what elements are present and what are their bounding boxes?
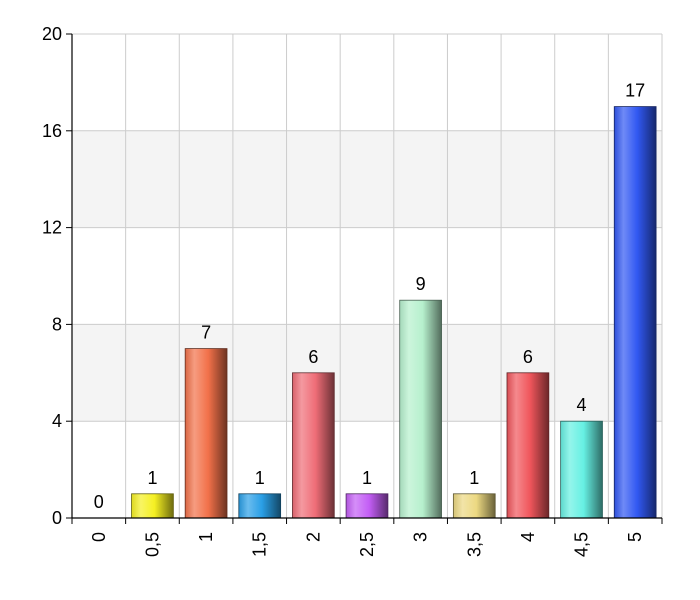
bar xyxy=(452,493,496,519)
bar xyxy=(613,106,657,519)
bar xyxy=(560,420,603,519)
data-label: 17 xyxy=(625,81,645,101)
bar xyxy=(506,372,550,519)
x-tick-label: 5 xyxy=(625,532,645,542)
data-label: 6 xyxy=(523,347,533,367)
grid-band xyxy=(72,324,662,422)
data-label: 9 xyxy=(416,274,426,294)
y-tick-label: 4 xyxy=(52,411,62,431)
y-tick-label: 16 xyxy=(42,121,62,141)
data-label: 4 xyxy=(577,395,587,415)
data-label: 1 xyxy=(255,468,265,488)
x-tick-label: 1 xyxy=(196,532,216,542)
bar xyxy=(238,493,282,519)
bar xyxy=(184,348,228,519)
data-label: 1 xyxy=(147,468,157,488)
axes xyxy=(66,33,663,524)
grid-bands xyxy=(72,34,662,518)
x-tick-label: 4,5 xyxy=(572,532,592,557)
x-tick-label: 4 xyxy=(518,532,538,542)
x-tick-labels: 0 0,5 1 1,5 2 2,5 3 3,5 4 4,5 5 xyxy=(89,532,645,557)
x-tick-label: 2 xyxy=(303,532,323,542)
x-tick-label: 2,5 xyxy=(357,532,377,557)
y-tick-labels: 0 4 8 12 16 20 xyxy=(42,24,62,528)
bar xyxy=(345,493,389,519)
data-label: 6 xyxy=(308,347,318,367)
x-tick-label: 3 xyxy=(411,532,431,542)
y-tick-label: 0 xyxy=(52,508,62,528)
grid-band xyxy=(72,130,662,228)
y-tick-label: 8 xyxy=(52,314,62,334)
x-tick-label: 0,5 xyxy=(142,532,162,557)
bar xyxy=(131,493,174,519)
x-tick-label: 0 xyxy=(89,532,109,542)
data-label: 1 xyxy=(469,468,479,488)
data-label: 1 xyxy=(362,468,372,488)
data-label: 0 xyxy=(94,492,104,512)
bar xyxy=(399,299,442,519)
bar xyxy=(292,372,335,519)
data-label: 7 xyxy=(201,323,211,343)
y-tick-label: 12 xyxy=(42,218,62,238)
grid-lines xyxy=(71,33,663,519)
bars xyxy=(131,106,657,519)
y-tick-label: 20 xyxy=(42,24,62,44)
x-tick-label: 1,5 xyxy=(250,532,270,557)
x-tick-label: 3,5 xyxy=(464,532,484,557)
